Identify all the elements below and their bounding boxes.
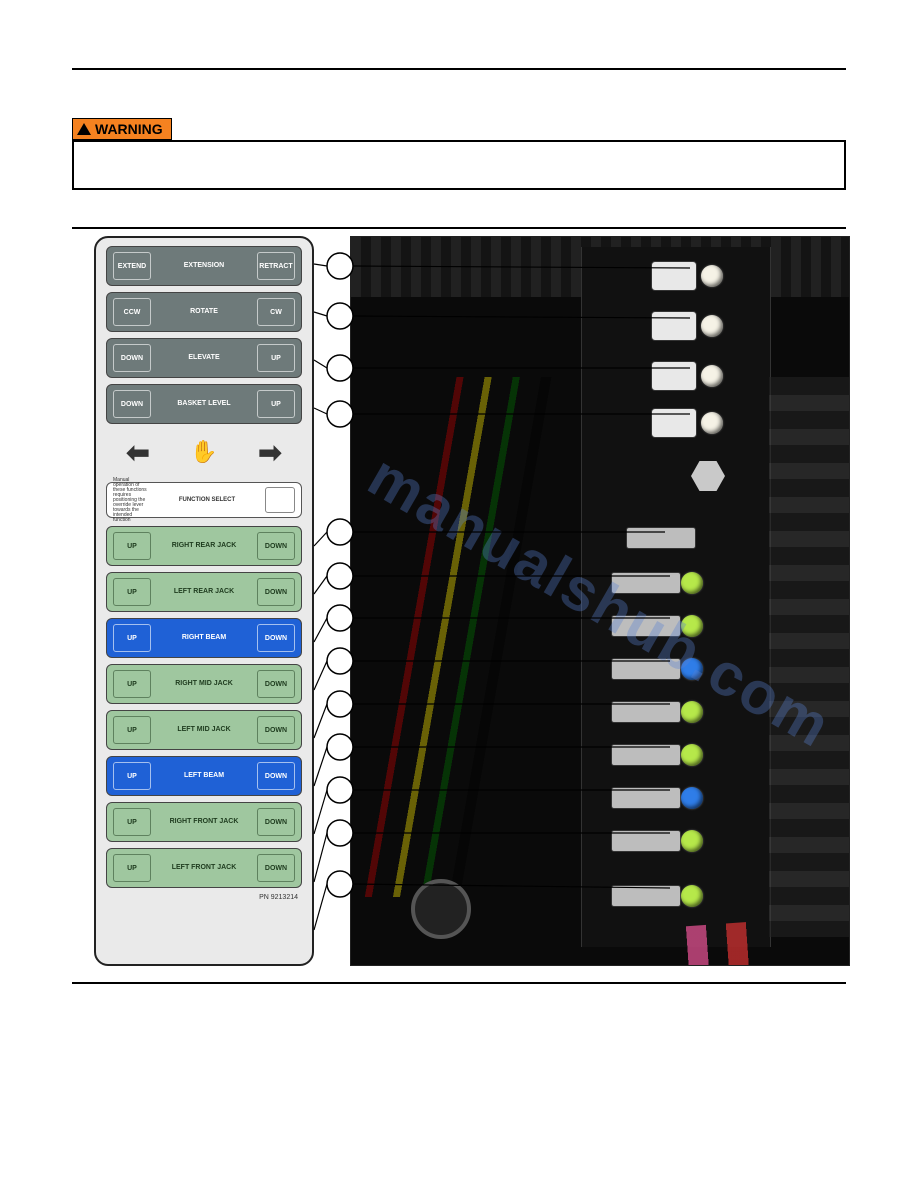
decal-row-label: LEFT MID JACK bbox=[151, 726, 257, 734]
photo-upper-valve-body bbox=[651, 408, 697, 438]
photo-function-select-valve bbox=[626, 527, 696, 549]
photo-fittings-column bbox=[769, 377, 849, 937]
warning-triangle-icon bbox=[77, 123, 91, 135]
decal-icon-right: DOWN bbox=[257, 854, 295, 882]
photo-lower-valve-body bbox=[611, 701, 681, 723]
function-select-row: Manual operation of these functions requ… bbox=[106, 482, 302, 518]
function-select-label: FUNCTION SELECT bbox=[179, 497, 235, 503]
decal-icon-left: UP bbox=[113, 670, 151, 698]
photo-override-knob bbox=[681, 615, 703, 637]
decal-row-left-front-jack: UPLEFT FRONT JACKDOWN bbox=[106, 848, 302, 888]
valve-bank-photo: manualshub.com bbox=[350, 236, 850, 966]
decal-row-label: LEFT REAR JACK bbox=[151, 588, 257, 596]
decal-row-left-beam: UPLEFT BEAMDOWN bbox=[106, 756, 302, 796]
decal-icon-left: UP bbox=[113, 716, 151, 744]
decal-row-right-rear-jack: UPRIGHT REAR JACKDOWN bbox=[106, 526, 302, 566]
photo-lower-valve-body bbox=[611, 615, 681, 637]
photo-lower-valve-body bbox=[611, 830, 681, 852]
decal-row-label: BASKET LEVEL bbox=[151, 400, 257, 408]
decal-row-label: EXTENSION bbox=[151, 262, 257, 270]
photo-upper-valve-body bbox=[651, 361, 697, 391]
stabilizer-house-icon bbox=[265, 487, 295, 513]
decal-row-extension: EXTENDEXTENSIONRETRACT bbox=[106, 246, 302, 286]
decal-icon-left: UP bbox=[113, 624, 151, 652]
decal-icon-left: CCW bbox=[113, 298, 151, 326]
decal-row-left-rear-jack: UPLEFT REAR JACKDOWN bbox=[106, 572, 302, 612]
arrow-left-icon: ⬅ bbox=[126, 436, 149, 469]
rule-top bbox=[72, 68, 846, 70]
photo-override-knob bbox=[681, 744, 703, 766]
decal-row-label: RIGHT MID JACK bbox=[151, 680, 257, 688]
decal-icon-right: CW bbox=[257, 298, 295, 326]
figure: EXTENDEXTENSIONRETRACTCCWROTATECWDOWNELE… bbox=[90, 236, 850, 976]
decal-row-rotate: CCWROTATECW bbox=[106, 292, 302, 332]
warning-badge: WARNING bbox=[72, 118, 172, 140]
rule-below-figure bbox=[72, 982, 846, 984]
photo-override-knob bbox=[701, 412, 723, 434]
photo-lower-valve-body bbox=[611, 658, 681, 680]
decal-icon-left: UP bbox=[113, 762, 151, 790]
decal-row-label: RIGHT REAR JACK bbox=[151, 542, 257, 550]
decal-row-label: LEFT BEAM bbox=[151, 772, 257, 780]
decal-icon-left: DOWN bbox=[113, 344, 151, 372]
warning-label: WARNING bbox=[95, 121, 163, 137]
photo-lower-valve-body bbox=[611, 787, 681, 809]
decal-row-right-beam: UPRIGHT BEAMDOWN bbox=[106, 618, 302, 658]
photo-lower-valve-body bbox=[611, 744, 681, 766]
decal-icon-right: UP bbox=[257, 344, 295, 372]
decal-icon-right: DOWN bbox=[257, 624, 295, 652]
decal-row-left-mid-jack: UPLEFT MID JACKDOWN bbox=[106, 710, 302, 750]
arrow-right-icon: ➡ bbox=[258, 436, 281, 469]
decal-row-label: RIGHT BEAM bbox=[151, 634, 257, 642]
decal-icon-right: DOWN bbox=[257, 532, 295, 560]
decal-icon-right: DOWN bbox=[257, 808, 295, 836]
hand-direction-row: ⬅ ✋ ➡ bbox=[106, 430, 302, 474]
photo-override-knob bbox=[681, 701, 703, 723]
decal-icon-left: UP bbox=[113, 532, 151, 560]
photo-override-knob bbox=[701, 265, 723, 287]
decal-icon-left: EXTEND bbox=[113, 252, 151, 280]
photo-override-knob bbox=[701, 315, 723, 337]
decal-icon-right: DOWN bbox=[257, 670, 295, 698]
decal-row-basket-level: DOWNBASKET LEVELUP bbox=[106, 384, 302, 424]
rule-above-figure bbox=[72, 227, 846, 229]
decal-icon-right: DOWN bbox=[257, 762, 295, 790]
decal-row-elevate: DOWNELEVATEUP bbox=[106, 338, 302, 378]
decal-icon-left: UP bbox=[113, 854, 151, 882]
hand-icon: ✋ bbox=[190, 439, 217, 465]
decal-row-label: ROTATE bbox=[151, 308, 257, 316]
decal-row-label: ELEVATE bbox=[151, 354, 257, 362]
decal-icon-right: RETRACT bbox=[257, 252, 295, 280]
photo-upper-valve-body bbox=[651, 311, 697, 341]
decal-row-right-mid-jack: UPRIGHT MID JACKDOWN bbox=[106, 664, 302, 704]
decal-row-label: LEFT FRONT JACK bbox=[151, 864, 257, 872]
decal-row-right-front-jack: UPRIGHT FRONT JACKDOWN bbox=[106, 802, 302, 842]
decal-icon-left: DOWN bbox=[113, 390, 151, 418]
photo-lower-valve-body bbox=[611, 572, 681, 594]
photo-override-knob bbox=[701, 365, 723, 387]
decal-icon-right: DOWN bbox=[257, 578, 295, 606]
decal-icon-left: UP bbox=[113, 578, 151, 606]
warning-text-box bbox=[72, 140, 846, 190]
photo-wiring bbox=[351, 377, 611, 897]
photo-override-knob bbox=[681, 572, 703, 594]
photo-override-knob bbox=[681, 830, 703, 852]
manual-override-decal: EXTENDEXTENSIONRETRACTCCWROTATECWDOWNELE… bbox=[94, 236, 314, 966]
photo-round-connector bbox=[411, 879, 471, 939]
page: WARNING EXTENDEXTENSIONRETRACT CCWROTATEC… bbox=[0, 0, 918, 1188]
decal-row-label: RIGHT FRONT JACK bbox=[151, 818, 257, 826]
decal-part-number: PN 9213214 bbox=[106, 894, 302, 901]
photo-override-knob bbox=[681, 787, 703, 809]
decal-icon-left: UP bbox=[113, 808, 151, 836]
decal-icon-right: UP bbox=[257, 390, 295, 418]
photo-upper-valve-body bbox=[651, 261, 697, 291]
photo-override-knob bbox=[681, 885, 703, 907]
decal-icon-right: DOWN bbox=[257, 716, 295, 744]
photo-lower-valve-body bbox=[611, 885, 681, 907]
photo-override-knob bbox=[681, 658, 703, 680]
